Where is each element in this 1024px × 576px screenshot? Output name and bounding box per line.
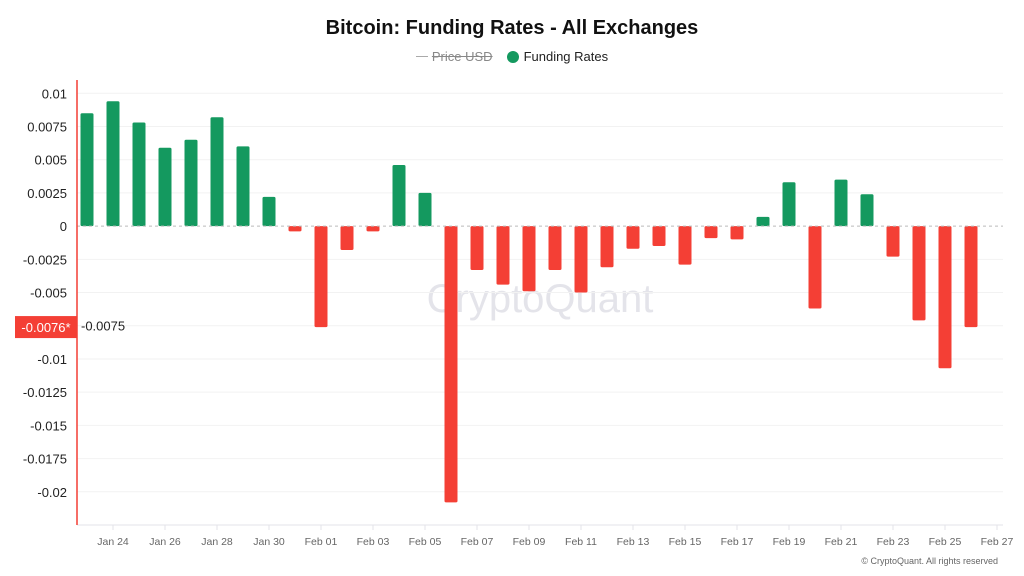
x-tick-label: Feb 07 <box>461 536 494 548</box>
bar <box>210 117 224 227</box>
legend-item-funding-rates[interactable]: Funding Rates <box>506 49 609 64</box>
bar <box>704 226 718 239</box>
x-tick-label: Feb 21 <box>825 536 858 548</box>
x-tick-label: Feb 27 <box>981 536 1014 548</box>
bar <box>106 101 120 227</box>
bar <box>444 226 458 503</box>
bar <box>626 226 640 249</box>
bar <box>860 194 874 227</box>
x-tick-label: Feb 09 <box>513 536 546 548</box>
x-tick-label: Feb 15 <box>669 536 702 548</box>
x-tick-label: Feb 11 <box>565 536 597 548</box>
y-tick-label: 0 <box>60 219 67 234</box>
bar <box>652 226 666 247</box>
current-value-badge <box>15 316 77 339</box>
bar <box>80 113 94 227</box>
x-tick-label: Feb 01 <box>305 536 338 548</box>
bar <box>834 179 848 227</box>
y-tick-label: 0.0025 <box>27 186 67 201</box>
y-tick-label: -0.005 <box>30 286 67 301</box>
bar <box>262 196 276 227</box>
bar <box>314 226 328 328</box>
bar <box>366 226 380 232</box>
x-tick-label: Feb 13 <box>617 536 650 548</box>
y-tick-label: -0.0025 <box>23 252 67 267</box>
bar <box>730 226 744 240</box>
bar <box>158 147 172 227</box>
bar <box>678 226 692 265</box>
bar <box>600 226 614 268</box>
x-tick-label: Jan 24 <box>97 536 129 548</box>
y-tick-label: -0.0075 <box>81 319 125 334</box>
bar <box>782 182 796 227</box>
y-tick-label: -0.01 <box>37 352 67 367</box>
bar <box>808 226 822 309</box>
bar <box>470 226 484 270</box>
bar <box>756 216 770 227</box>
x-tick-label: Feb 03 <box>357 536 390 548</box>
bar <box>912 226 926 321</box>
current-value-label: -0.0076* <box>21 320 70 335</box>
bar <box>574 226 588 293</box>
y-tick-label: -0.02 <box>37 485 67 500</box>
bar <box>886 226 900 257</box>
x-tick-label: Feb 17 <box>721 536 754 548</box>
y-tick-label: -0.0175 <box>23 452 67 467</box>
bar <box>522 226 536 292</box>
watermark: CryptoQuant <box>427 277 654 321</box>
x-tick-label: Feb 19 <box>773 536 806 548</box>
y-tick-label: -0.015 <box>30 418 67 433</box>
y-tick-label: -0.0125 <box>23 385 67 400</box>
bar <box>938 226 952 369</box>
x-tick-label: Feb 05 <box>409 536 442 548</box>
y-tick-label: 0.0075 <box>27 119 67 134</box>
bar <box>392 165 406 227</box>
legend: Price USD Funding Rates <box>0 49 1024 64</box>
legend-label: Funding Rates <box>523 49 609 64</box>
bar <box>548 226 562 270</box>
line-swatch-icon <box>415 56 428 57</box>
x-tick-label: Feb 25 <box>929 536 962 548</box>
bar <box>496 226 510 285</box>
dot-swatch-icon <box>506 50 519 63</box>
x-tick-label: Jan 28 <box>201 536 233 548</box>
legend-item-price-usd[interactable]: Price USD <box>415 49 493 64</box>
bar <box>184 139 198 227</box>
y-tick-label: 0.005 <box>34 153 67 168</box>
y-tick-label: 0.01 <box>42 86 67 101</box>
x-tick-label: Feb 23 <box>877 536 910 548</box>
bar <box>236 146 250 227</box>
copyright-text: © CryptoQuant. All rights reserved <box>861 556 998 566</box>
bar <box>964 226 978 328</box>
legend-label: Price USD <box>431 49 493 64</box>
x-tick-label: Jan 30 <box>253 536 285 548</box>
bar <box>132 122 146 227</box>
x-tick-label: Jan 26 <box>149 536 181 548</box>
chart-title: Bitcoin: Funding Rates - All Exchanges <box>325 17 699 39</box>
bar <box>340 226 354 251</box>
bar <box>288 226 302 232</box>
bar <box>418 192 432 227</box>
